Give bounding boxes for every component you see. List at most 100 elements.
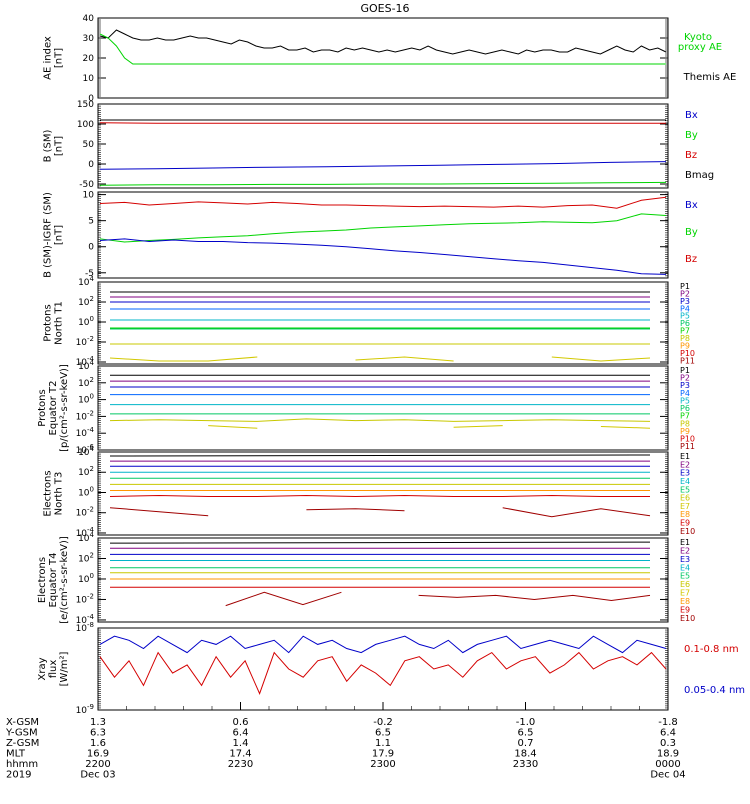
info-row-value: 0.3 [660,738,676,749]
panel-4-ylabel: [p/(cm²-s-sr-keV)] [59,364,70,452]
panel-5-series-E8 [110,496,650,497]
panel-3-legend-P11: P11 [680,356,695,365]
info-row-value: 2230 [228,759,253,770]
info-row-label: hhmm [6,759,38,770]
panel-2-series-By [100,214,666,242]
panel-0-frame [98,18,668,98]
panel-3-ylabel: North T1 [54,301,65,345]
panel-2-ylabel: [nT] [54,225,65,245]
panel-1-legend-By: By [685,130,698,141]
legend-xray-long: 0.1-0.8 nm [684,644,739,655]
panel-2-legend-By: By [685,227,698,238]
panel-2-legend-Bz: Bz [685,254,697,265]
panel-1-ylabel: B (SM) [43,129,54,162]
panel-0-ylabel: AE index [43,36,54,80]
panel-4-legend-P11: P11 [680,442,695,451]
panel-4-series-P8 [208,426,650,429]
legend-xray-short: 0.05-0.4 nm [684,685,745,696]
panel-6-ytick-label: 102 [78,551,94,564]
panel-7-series-0-05-0-4-nm [100,636,666,652]
panel-6-series-E9 [226,592,650,605]
panel-1-ylabel: [nT] [54,136,65,156]
panel-0-ytick-label: 40 [83,14,95,24]
panel-5-series-E1 [110,455,650,456]
info-row-value: 6.4 [233,728,249,739]
info-row-value: 17.4 [229,749,251,760]
panel-1-ytick-label: 0 [88,160,94,170]
panel-4-ylabel: Protons [37,389,48,426]
panel-2-series-Bz [100,197,666,208]
panel-2-series-Bx [100,239,666,275]
info-row-value: -1.8 [658,717,678,728]
info-row-label: Z-GSM [6,738,39,749]
panel-1-legend-Bmag: Bmag [685,170,714,181]
panel-3-frame [98,282,668,364]
plot-title: GOES-16 [360,2,409,15]
panel-3-series-P9 [110,357,650,361]
panel-4-ytick-label: 100 [78,393,94,406]
legend-kyoto-line2: proxy AE [678,42,722,53]
panel-4-ytick-label: 10-4 [76,426,95,439]
info-row-value: 17.9 [372,749,394,760]
info-row-value: Dec 03 [80,770,115,781]
panel-6-ylabel: [e/(cm²-s-sr-keV)] [59,536,70,624]
panel-3-ytick-label: 10-2 [76,335,94,348]
panel-1-legend-Bz: Bz [685,150,697,161]
info-row-value: 1.4 [233,738,249,749]
panel-6-ylabel: Electrons [37,557,48,603]
panel-2-ylabel: B (SM)-IGRF (SM) [43,192,54,278]
panel-1-legend-Bx: Bx [685,110,698,121]
info-row-label: MLT [6,749,26,760]
panel-6-ytick-label: 100 [78,572,94,585]
panel-5-series-E9 [110,508,650,517]
panel-7-series-0-1-0-8-nm [100,653,666,694]
info-row-value: 18.4 [514,749,536,760]
panel-5-ytick-label: 102 [78,465,94,478]
info-row-value: 0000 [655,759,680,770]
panel-6-series-E1 [110,542,650,543]
info-row-value: 1.1 [375,738,391,749]
panel-0-ylabel: [nT] [54,48,65,68]
info-row-value: 6.5 [518,728,534,739]
panel-5-legend-E10: E10 [680,527,695,536]
panel-4-ytick-label: 102 [78,376,94,389]
panel-0-ytick-label: 30 [83,34,95,44]
panel-6-ylabel: Equator T4 [48,553,59,608]
panel-5-frame [98,452,668,535]
info-row-value: 18.9 [657,749,679,760]
panel-1-ytick-label: 150 [77,100,94,110]
info-row-label: Y-GSM [5,728,38,739]
info-row-value: 2200 [85,759,110,770]
info-row-value: 1.6 [90,738,106,749]
panel-5-ytick-label: 100 [78,485,94,498]
panel-1-ytick-label: -50 [79,180,94,190]
panel-6-frame [98,538,668,622]
panel-7-ylabel: flux [48,660,59,679]
panel-4-series-P7 [110,419,650,422]
info-row-value: 16.9 [87,749,109,760]
panel-1-series-By [100,182,666,185]
panel-4-ytick-label: 10-2 [76,409,94,422]
panel-1-series-Bx [100,162,666,170]
panel-3-ytick-label: 100 [78,315,94,328]
info-row-value: -1.0 [516,717,536,728]
info-row-value: 1.3 [90,717,106,728]
panel-3-ylabel: Protons [43,304,54,341]
info-row-value: 6.4 [660,728,676,739]
info-row-value: 6.5 [375,728,391,739]
info-row-label: 2019 [6,770,31,781]
info-row-value: Dec 04 [650,770,685,781]
panel-4-frame [98,366,668,450]
info-row-value: 0.6 [233,717,249,728]
info-row-value: 2300 [370,759,395,770]
legend-themis: Themis AE [683,72,737,83]
panel-2-ytick-label: 10 [83,191,95,201]
panel-0-ytick-label: 10 [83,74,95,84]
info-row-value: 6.3 [90,728,106,739]
panel-1-ytick-label: 50 [83,140,95,150]
panel-0-series-Themis-AE [100,30,666,54]
info-row-value: 0.7 [518,738,534,749]
panel-4-ylabel: Equator T2 [48,381,59,436]
